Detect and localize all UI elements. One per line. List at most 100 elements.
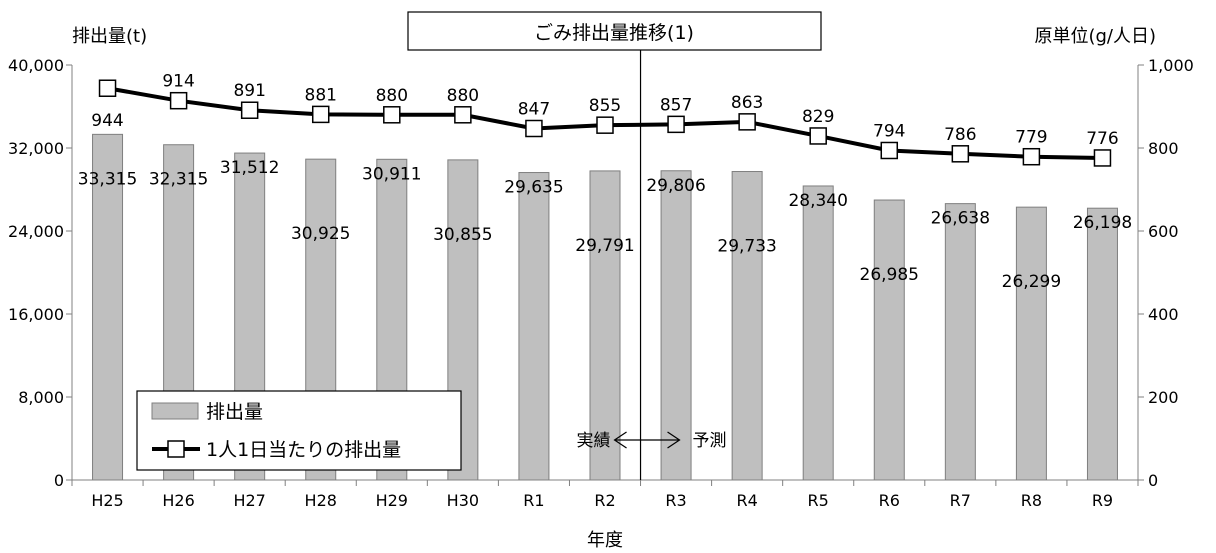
line-point-R4 (738, 113, 756, 131)
line-value-label: 786 (944, 125, 976, 145)
line-value-label: 914 (162, 72, 194, 92)
line-point-R5 (809, 127, 827, 145)
bar-R4 (731, 171, 763, 481)
bar-value-label: 30,911 (362, 164, 421, 184)
left-tick-label: 0 (54, 471, 64, 490)
bar-R6 (873, 199, 905, 481)
line-value-label: 829 (802, 107, 834, 127)
left-tick-label: 16,000 (8, 305, 64, 324)
bar-value-label: 26,299 (1002, 272, 1061, 292)
x-tick-label: H26 (162, 491, 194, 510)
line-value-label: 881 (305, 85, 337, 105)
right-tick-label: 200 (1148, 388, 1179, 407)
line-value-label: 880 (376, 86, 408, 106)
x-tick-label: R1 (523, 491, 544, 510)
x-tick-label: R5 (808, 491, 829, 510)
bar-H25 (92, 133, 124, 481)
right-axis-title: 原単位(g/人日) (1034, 26, 1156, 47)
bar-value-label: 29,733 (717, 237, 776, 257)
line-point-R8 (1022, 147, 1041, 166)
bar-R5 (802, 185, 834, 481)
x-axis-title: 年度 (587, 530, 623, 551)
x-tick-label: H30 (447, 491, 479, 510)
x-tick-label: R3 (665, 491, 686, 510)
line-value-label: 847 (518, 99, 550, 119)
bar-value-label: 31,512 (220, 158, 279, 178)
line-point-H27 (240, 101, 259, 119)
bar-value-label: 32,315 (149, 170, 208, 190)
actual-forecast-divider: 実績 予測 (577, 50, 727, 480)
x-tick-label: H28 (305, 491, 337, 510)
x-tick-label: R6 (879, 491, 900, 510)
line-point-H26 (169, 91, 188, 110)
bar-R8 (1015, 206, 1047, 481)
left-tick-label: 32,000 (8, 139, 64, 158)
legend-label-line: 1人1日当たりの排出量 (206, 439, 401, 461)
line-series (98, 79, 1112, 167)
right-tick-label: 600 (1148, 222, 1179, 241)
line-point-R6 (880, 141, 899, 160)
x-tick-label: R2 (594, 491, 615, 510)
bar-value-label: 28,340 (788, 191, 847, 211)
x-tick-label: H25 (91, 491, 123, 510)
line-point-H28 (311, 105, 330, 124)
chart-title: ごみ排出量推移(1) (534, 22, 694, 44)
x-tick-label: H29 (376, 491, 408, 510)
bar-R2 (589, 170, 621, 481)
line-value-label: 779 (1015, 128, 1047, 148)
bar-value-label: 26,198 (1073, 213, 1132, 233)
line-point-R7 (951, 145, 970, 163)
legend: 排出量 1人1日当たりの排出量 (136, 390, 462, 471)
data-labels: 944 914 891 881 880 880 847 855 857 863 829 794 786 7… (78, 72, 1132, 292)
line-value-label: 891 (233, 81, 265, 101)
left-tick-label: 24,000 (8, 222, 64, 241)
line-value-label: 857 (660, 95, 692, 115)
bar-R7 (944, 203, 976, 481)
x-tick-label: R7 (950, 491, 971, 510)
bar-value-label: 26,985 (860, 265, 919, 285)
right-tick-label: 800 (1148, 139, 1179, 158)
bar-value-label: 29,791 (575, 236, 634, 256)
x-tick-label: R4 (736, 491, 757, 510)
left-axis-title: 排出量(t) (72, 26, 147, 47)
chart-title-box: ごみ排出量推移(1) (407, 11, 822, 51)
actual-label: 実績 (577, 431, 611, 451)
arrow-head-right (667, 431, 681, 449)
line-point-R3 (667, 115, 685, 134)
legend-label-bar: 排出量 (206, 401, 263, 423)
arrow-head-left (613, 431, 627, 449)
right-tick-label: 1,000 (1148, 56, 1194, 75)
line-value-label: 880 (447, 86, 479, 106)
bar-value-label: 30,925 (291, 224, 350, 244)
x-tick-label: H27 (233, 491, 265, 510)
left-tick-label: 40,000 (8, 56, 64, 75)
bar-value-label: 29,806 (646, 176, 705, 196)
line-value-label: 944 (91, 111, 123, 131)
x-tick-label: R9 (1092, 491, 1113, 510)
bar-R9 (1086, 207, 1118, 481)
line-point-R2 (596, 116, 614, 134)
bar-R3 (660, 170, 692, 481)
line-value-label: 855 (589, 96, 621, 116)
legend-swatch-bar (151, 402, 199, 420)
left-tick-label: 8,000 (18, 388, 64, 407)
bar-value-label: 33,315 (78, 169, 137, 189)
forecast-label: 予測 (693, 431, 727, 451)
bar-value-label: 30,855 (433, 225, 492, 245)
line-point-R9 (1093, 149, 1112, 167)
line-value-label: 776 (1086, 129, 1118, 149)
line-value-label: 794 (873, 121, 905, 141)
line-value-label: 863 (731, 93, 763, 113)
right-tick-label: 400 (1148, 305, 1179, 324)
x-tick-label: R8 (1021, 491, 1042, 510)
bar-value-label: 29,635 (504, 178, 563, 198)
line-point-R1 (525, 119, 543, 138)
axes: 0 8,000 16,000 24,000 32,000 40,000 0 200 400 600… (8, 26, 1194, 551)
bar-R1 (518, 172, 550, 481)
line-point-H29 (383, 106, 401, 124)
title-frame (407, 11, 822, 51)
bar-value-label: 26,638 (931, 209, 990, 229)
right-tick-label: 0 (1148, 471, 1158, 490)
